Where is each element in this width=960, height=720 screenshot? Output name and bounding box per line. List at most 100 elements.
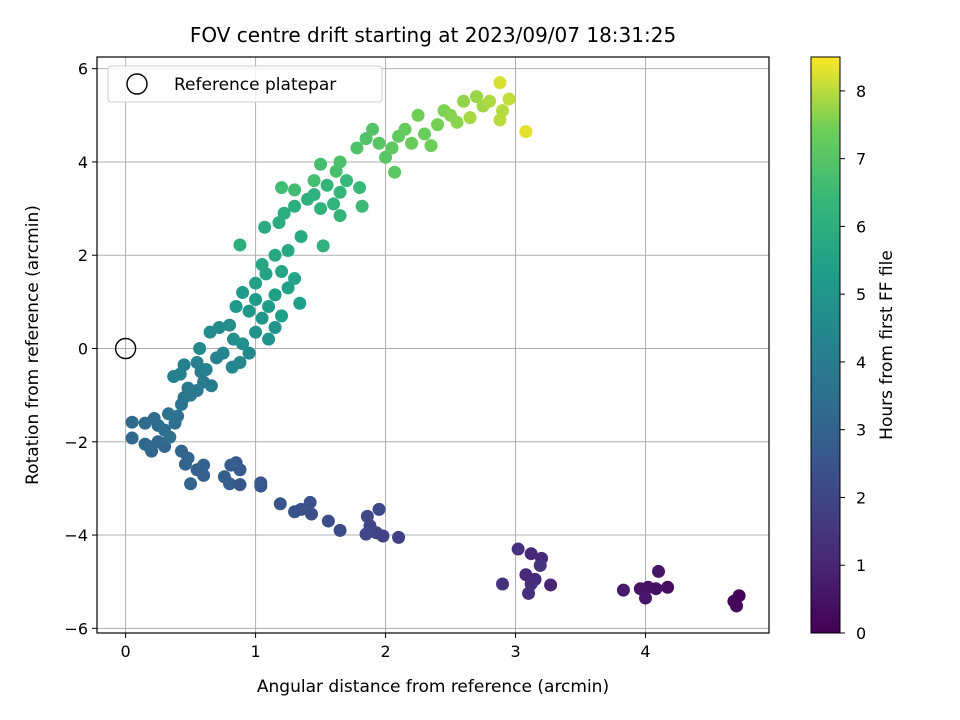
data-point — [277, 206, 291, 220]
legend: Reference platepar — [107, 65, 383, 103]
data-point — [273, 497, 287, 511]
data-point — [314, 157, 328, 171]
data-point — [327, 197, 341, 211]
data-point — [616, 583, 630, 597]
data-point — [249, 293, 263, 307]
data-point — [167, 369, 181, 383]
data-point — [125, 431, 139, 445]
data-point — [262, 332, 276, 346]
colorbar-ticks: 0 1 2 3 4 5 6 7 8 — [840, 82, 866, 643]
data-point — [307, 174, 321, 188]
data-point — [661, 580, 675, 594]
colorbar: 0 1 2 3 4 5 6 7 8 Hours from first FF file — [810, 56, 897, 643]
data-point — [288, 199, 302, 213]
data-point — [125, 415, 139, 429]
data-point — [190, 355, 204, 369]
data-point — [281, 281, 295, 295]
data-point — [174, 444, 188, 458]
data-point — [333, 523, 347, 537]
data-point — [262, 300, 276, 314]
data-point — [217, 470, 231, 484]
data-point — [224, 458, 238, 472]
data-point — [493, 76, 507, 90]
data-point — [307, 188, 321, 202]
data-point — [483, 94, 497, 108]
data-point — [288, 272, 302, 286]
data-point — [652, 564, 666, 578]
data-point — [350, 141, 364, 155]
data-point — [242, 346, 256, 360]
data-point — [216, 346, 230, 360]
colorbar-tick-label: 3 — [856, 421, 866, 440]
data-point — [366, 122, 380, 136]
data-point — [138, 437, 152, 451]
data-point — [268, 248, 282, 262]
data-point — [199, 362, 213, 376]
colorbar-tick-label: 2 — [856, 488, 866, 507]
x-axis-ticks: 0 1 2 3 4 — [121, 633, 651, 661]
data-point — [372, 502, 386, 516]
data-point — [249, 325, 263, 339]
y-axis-label: Rotation from reference (arcmin) — [23, 205, 43, 485]
data-point — [450, 115, 464, 129]
data-point — [379, 150, 393, 164]
colorbar-tick-label: 0 — [856, 624, 866, 643]
data-point — [544, 578, 558, 592]
chart-title: FOV centre drift starting at 2023/09/07 … — [190, 23, 676, 47]
data-point — [511, 542, 525, 556]
y-tick-label: −4 — [64, 526, 88, 545]
plot-frame — [96, 56, 770, 634]
y-tick-label: 6 — [78, 60, 88, 79]
data-point — [161, 407, 175, 421]
y-tick-label: −6 — [64, 619, 88, 638]
data-point — [321, 514, 335, 528]
data-point — [316, 239, 330, 253]
data-point — [249, 276, 263, 290]
data-point — [355, 199, 369, 213]
data-point — [730, 599, 744, 613]
data-point — [424, 139, 438, 153]
x-tick-label: 3 — [510, 642, 520, 661]
data-point — [398, 122, 412, 136]
data-point — [212, 321, 226, 335]
legend-entry-reference: Reference platepar — [174, 75, 336, 95]
colorbar-tick-label: 8 — [856, 82, 866, 101]
data-point — [333, 185, 347, 199]
data-point — [233, 238, 247, 252]
data-point — [360, 509, 374, 523]
data-point — [359, 527, 373, 541]
y-tick-label: 2 — [78, 246, 88, 265]
data-point — [522, 586, 536, 600]
x-tick-label: 0 — [121, 642, 131, 661]
data-point — [181, 381, 195, 395]
data-point — [229, 300, 243, 314]
y-axis-ticks: −6 −4 −2 0 2 4 6 — [64, 60, 97, 638]
data-point — [242, 304, 256, 318]
data-point — [524, 547, 538, 561]
colorbar-label: Hours from first FF file — [877, 250, 897, 440]
colorbar-tick-label: 4 — [856, 353, 866, 372]
data-point — [320, 178, 334, 192]
data-point — [388, 165, 402, 179]
data-point — [255, 258, 269, 272]
colorbar-tick-label: 6 — [856, 217, 866, 236]
data-point — [411, 108, 425, 122]
data-point — [314, 202, 328, 216]
y-tick-label: −2 — [64, 433, 88, 452]
data-point — [533, 558, 547, 572]
data-point — [303, 495, 317, 509]
data-point — [233, 355, 247, 369]
data-point — [275, 309, 289, 323]
data-point — [178, 457, 192, 471]
data-point — [293, 296, 307, 310]
data-point — [392, 530, 406, 544]
x-tick-label: 1 — [250, 642, 260, 661]
legend-marker-icon — [126, 73, 148, 95]
data-point — [418, 127, 432, 141]
data-point — [431, 118, 445, 132]
data-point — [519, 125, 533, 139]
colorbar-tick-label: 5 — [856, 285, 866, 304]
data-point — [470, 90, 484, 104]
data-point — [268, 288, 282, 302]
data-point — [457, 94, 471, 108]
